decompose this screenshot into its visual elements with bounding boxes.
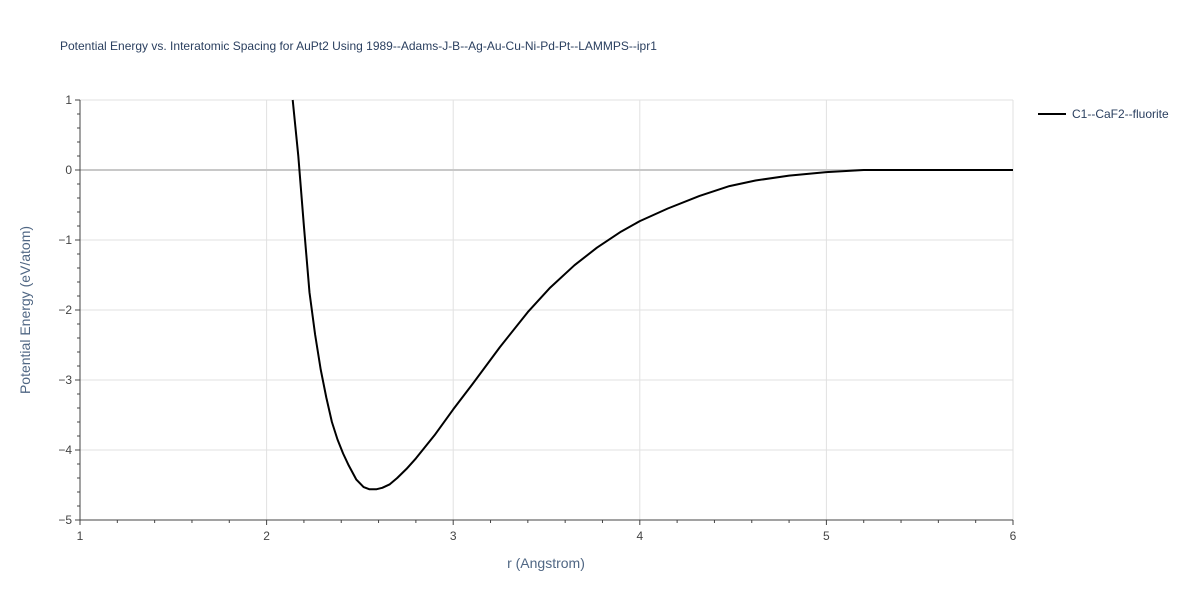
grid-layer <box>80 99 1014 520</box>
tick-layer: 1 2 3 4 5 6 1 0 −1 −2 −3 −4 −5 <box>58 93 1016 543</box>
series-layer <box>291 99 1013 491</box>
y-tick-label: −3 <box>58 373 72 387</box>
chart-title: Potential Energy vs. Interatomic Spacing… <box>60 39 657 53</box>
x-tick-label: 6 <box>1010 529 1017 543</box>
legend[interactable]: C1--CaF2--fluorite <box>1038 107 1169 121</box>
legend-label: C1--CaF2--fluorite <box>1072 107 1169 121</box>
series-line <box>291 99 1013 491</box>
y-tick-label: −2 <box>58 303 72 317</box>
x-tick-label: 1 <box>77 529 84 543</box>
x-tick-label: 3 <box>450 529 457 543</box>
y-tick-label: 1 <box>65 93 72 107</box>
x-tick-label: 5 <box>823 529 830 543</box>
x-tick-label: 2 <box>263 529 270 543</box>
y-tick-label: 0 <box>65 163 72 177</box>
x-tick-label: 4 <box>636 529 643 543</box>
y-tick-label: −1 <box>58 233 72 247</box>
x-axis-title: r (Angstrom) <box>507 555 585 571</box>
y-axis-title: Potential Energy (eV/atom) <box>17 226 33 394</box>
y-tick-label: −4 <box>58 443 72 457</box>
y-tick-label: −5 <box>58 513 72 527</box>
